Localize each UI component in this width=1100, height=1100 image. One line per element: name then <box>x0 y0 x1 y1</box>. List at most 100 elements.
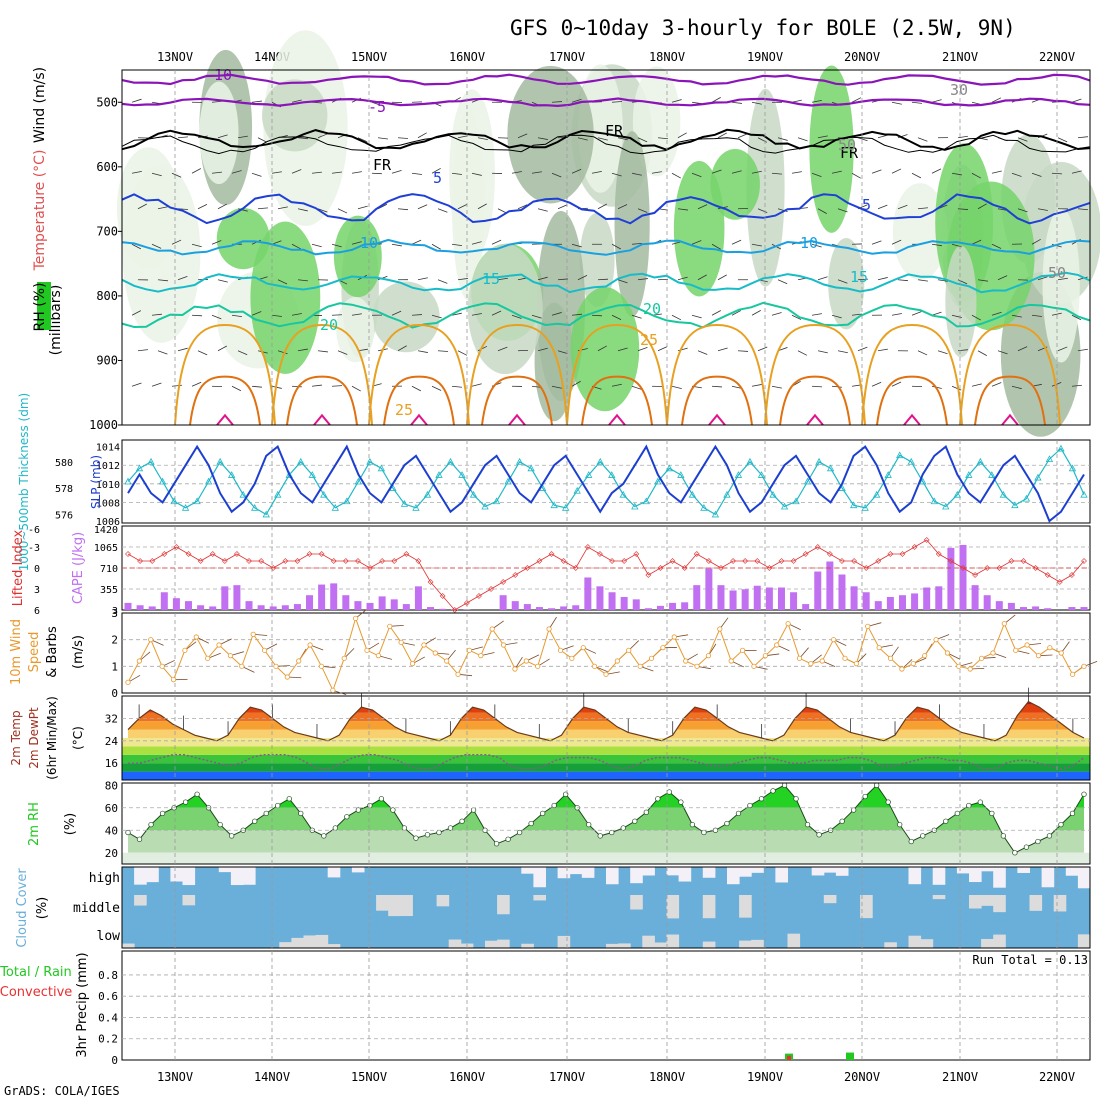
wind-point-30 <box>466 647 473 653</box>
rh-shade-blob-13 <box>892 183 948 281</box>
thickness-point-69 <box>919 477 927 485</box>
cloud-high-gap-46 <box>678 867 692 882</box>
upper-wind-barb <box>897 204 908 210</box>
thickness-point-39 <box>573 486 581 494</box>
wind-point-54 <box>739 647 746 653</box>
wind-point-81 <box>1047 645 1053 651</box>
date-top-20NOV: 20NOV <box>844 50 880 64</box>
thickness-point-68 <box>907 457 915 465</box>
isotherm-30-dome-1 <box>286 375 358 426</box>
cloud-mid-5 <box>182 895 196 906</box>
lifted-point-22 <box>391 558 398 564</box>
wind-point-60 <box>808 661 814 667</box>
upper-wind-barb <box>697 274 707 281</box>
wind-point-63 <box>842 655 848 661</box>
upper-wind-barb <box>537 208 548 212</box>
isotherm-1 <box>121 97 1091 108</box>
cape-bar-69 <box>959 544 967 610</box>
rh-point-78 <box>1023 844 1030 850</box>
cape-bar-71 <box>983 595 991 610</box>
rh-shade-blob-30 <box>199 81 239 185</box>
cape-bar-41 <box>620 596 628 610</box>
wind-ytick-0: 0 <box>111 687 118 700</box>
cape-bar-25 <box>427 607 435 610</box>
upper-wind-barb <box>591 314 603 317</box>
upper-wind-barb <box>1037 276 1048 281</box>
upper-wind-barb <box>1011 172 1022 177</box>
upper-wind-barb <box>931 243 942 247</box>
upper-wind-barb <box>331 314 343 316</box>
cape-bar-44 <box>656 605 664 610</box>
wind-point-5 <box>182 647 188 653</box>
wind-point-66 <box>876 645 882 651</box>
upper-wind-barb <box>717 347 728 352</box>
rh-point-59 <box>804 821 811 828</box>
rh-point-46 <box>655 796 661 802</box>
rh-point-57 <box>781 782 788 788</box>
cape-bar-62 <box>874 601 882 610</box>
upper-wind-barb <box>237 208 248 212</box>
cloud-mid-67 <box>932 895 946 900</box>
upper-wind-barb <box>637 208 648 213</box>
upper-wind-barb <box>817 135 828 139</box>
upper-wind-barb <box>411 239 422 245</box>
upper-wind-barb <box>777 279 788 285</box>
cloud-low-17 <box>327 944 341 948</box>
cloud-level-middle: middle <box>73 901 120 916</box>
thick-ytick-576: 576 <box>55 510 73 521</box>
upper-wind-barb <box>357 205 368 210</box>
upper-wind-barb <box>831 170 842 174</box>
wind-point-23 <box>387 623 393 629</box>
upper-wind-barb <box>851 172 861 179</box>
upper-wind-barb <box>711 169 722 174</box>
lifted-point-8 <box>221 558 228 564</box>
thickness-point-3 <box>158 477 167 485</box>
cloud-low-33 <box>521 943 534 948</box>
wind-point-25 <box>409 661 416 667</box>
upper-wind-barb <box>1077 276 1088 281</box>
wind-point-82 <box>1058 650 1064 656</box>
cloud-high-gap-51 <box>739 867 752 877</box>
upper-wind-barb <box>917 279 928 282</box>
cloud-low-71 <box>981 938 994 948</box>
isotherm-35-peak-1 <box>313 413 331 426</box>
lifted-point-39 <box>597 551 603 557</box>
cloud-low-30 <box>485 940 498 948</box>
cape-ytick-710: 710 <box>100 564 118 575</box>
upper-wind-barb <box>751 101 762 105</box>
cape-bar-50 <box>729 590 737 610</box>
date-bottom-13NOV: 13NOV <box>157 1070 193 1084</box>
upper-wind-barb <box>611 243 622 250</box>
bottom-date-axis: 13NOV 14NOV 15NOV 16NOV 17NOV 18NOV 19NOV 20NOV… <box>157 1070 1075 1084</box>
rh-point-54 <box>747 802 753 809</box>
lifted-point-34 <box>536 558 543 564</box>
thickness-point-13 <box>274 490 282 498</box>
wind-point-27 <box>432 650 438 656</box>
wind-speed-line <box>127 616 1085 692</box>
lifted-point-66 <box>923 537 930 543</box>
lifted-point-7 <box>209 551 216 557</box>
cape-bar-35 <box>548 608 556 610</box>
contour-label-6: 5 <box>862 196 871 214</box>
date-bottom-20NOV: 20NOV <box>844 1070 880 1084</box>
cloud-level-high: high <box>89 871 120 886</box>
lifted-point-75 <box>1032 565 1039 571</box>
upper-wind-barb <box>631 242 642 245</box>
cloud-high-gap-40 <box>606 867 619 885</box>
rh-shade-blob-22 <box>336 296 375 363</box>
thickness-point-27 <box>435 471 443 478</box>
thickness-point-11 <box>251 503 259 511</box>
upper-wind-barb <box>897 279 908 282</box>
date-bottom-17NOV: 17NOV <box>549 1070 585 1084</box>
wind-point-58 <box>785 621 791 627</box>
cape-ytick-1065: 1065 <box>94 543 118 554</box>
upper-wind-barb <box>491 310 502 316</box>
cape-bar-53 <box>765 587 773 610</box>
li-ytick--3: -3 <box>28 543 40 554</box>
thickness-point-43 <box>619 490 627 498</box>
thickness-point-40 <box>585 471 593 478</box>
upper-wind-barb <box>311 171 322 174</box>
rh-shade-blob-7 <box>333 215 382 298</box>
cape-bar-42 <box>632 599 640 610</box>
temp-band-0 <box>122 771 1090 780</box>
